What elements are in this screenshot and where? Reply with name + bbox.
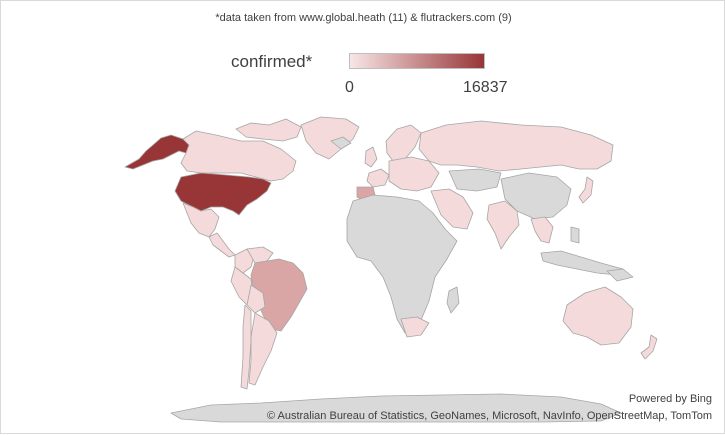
region-canada	[235, 118, 302, 142]
region-southeast-asia	[530, 216, 554, 244]
region-bolivia	[246, 284, 266, 314]
region-argentina	[248, 312, 278, 386]
region-china	[500, 172, 572, 220]
region-philippines	[570, 226, 580, 244]
legend-min-label: 0	[345, 79, 354, 96]
region-papua-new-guinea	[606, 268, 634, 282]
region-africa	[346, 194, 458, 334]
region-france	[366, 168, 390, 188]
region-japan	[578, 176, 594, 204]
region-europe	[388, 156, 440, 192]
powered-by-label: Powered by Bing	[628, 393, 712, 405]
source-note: *data taken from www.global.heath (11) &…	[215, 12, 512, 24]
region-india	[486, 200, 520, 250]
map-copyright: © Australian Bureau of Statistics, GeoNa…	[266, 410, 712, 422]
region-venezuela	[246, 246, 274, 264]
region-middle-east	[430, 188, 474, 230]
legend-color-scale	[349, 53, 485, 69]
region-iceland	[330, 136, 352, 150]
region-russia	[418, 120, 614, 172]
region-greenland	[300, 116, 360, 160]
region-united-kingdom	[364, 146, 378, 168]
region-scandinavia	[385, 124, 422, 162]
region-chile	[240, 304, 252, 390]
region-antarctica	[170, 393, 622, 423]
region-madagascar	[446, 286, 460, 314]
legend-max-label: 16837	[463, 79, 508, 96]
legend-title: confirmed*	[231, 52, 313, 71]
region-australia	[562, 286, 634, 346]
region-mexico	[182, 202, 220, 238]
region-central-asia	[448, 168, 502, 192]
region-alaska	[124, 134, 190, 170]
region-central-america	[208, 232, 236, 258]
region-south-africa	[400, 316, 430, 338]
region-new-zealand	[640, 334, 658, 360]
